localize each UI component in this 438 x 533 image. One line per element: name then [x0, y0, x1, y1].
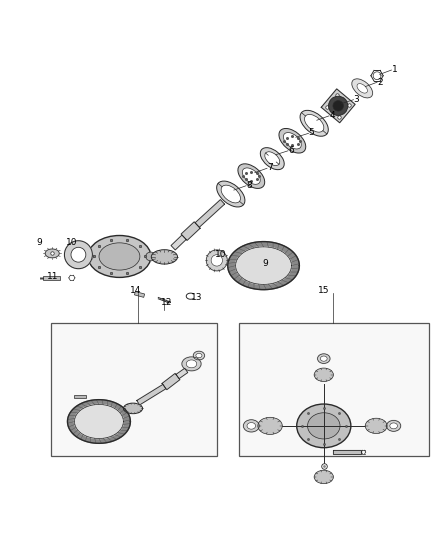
Ellipse shape	[390, 423, 397, 429]
Text: 12: 12	[161, 298, 172, 307]
Polygon shape	[206, 250, 227, 271]
Ellipse shape	[283, 133, 301, 149]
Text: 7: 7	[267, 163, 273, 172]
Polygon shape	[228, 241, 299, 289]
Text: 9: 9	[36, 238, 42, 247]
Polygon shape	[332, 450, 361, 454]
Ellipse shape	[300, 110, 328, 136]
Ellipse shape	[238, 164, 265, 189]
Polygon shape	[64, 241, 92, 269]
Text: 9: 9	[262, 259, 268, 268]
Polygon shape	[176, 368, 188, 378]
Bar	[134, 292, 145, 297]
Ellipse shape	[304, 115, 324, 132]
Ellipse shape	[258, 417, 283, 434]
Ellipse shape	[314, 368, 333, 382]
Ellipse shape	[307, 413, 340, 439]
Ellipse shape	[124, 403, 143, 414]
Ellipse shape	[321, 490, 327, 496]
Polygon shape	[45, 249, 59, 258]
Polygon shape	[236, 247, 291, 285]
Text: 3: 3	[353, 95, 360, 104]
Text: 5: 5	[309, 128, 314, 138]
Ellipse shape	[321, 356, 327, 361]
Ellipse shape	[217, 181, 245, 207]
Polygon shape	[321, 89, 355, 123]
Ellipse shape	[328, 96, 348, 116]
Text: 6: 6	[288, 146, 294, 155]
Ellipse shape	[242, 168, 260, 184]
Bar	[239, 323, 428, 456]
Text: 10: 10	[215, 250, 226, 259]
Polygon shape	[195, 200, 225, 227]
Ellipse shape	[365, 418, 387, 433]
Ellipse shape	[151, 249, 177, 264]
Ellipse shape	[333, 101, 343, 111]
Polygon shape	[137, 384, 166, 405]
Ellipse shape	[45, 249, 59, 258]
Polygon shape	[318, 354, 330, 364]
Ellipse shape	[314, 470, 333, 483]
Text: 4: 4	[330, 111, 336, 120]
Text: 11: 11	[47, 272, 59, 280]
Polygon shape	[67, 400, 131, 443]
Ellipse shape	[99, 243, 140, 270]
Ellipse shape	[186, 360, 197, 368]
Text: 1: 1	[392, 64, 398, 74]
Polygon shape	[244, 420, 259, 432]
Ellipse shape	[260, 148, 284, 169]
Polygon shape	[352, 79, 373, 98]
Ellipse shape	[211, 255, 223, 266]
Bar	[43, 276, 60, 280]
Polygon shape	[182, 357, 201, 371]
Polygon shape	[387, 421, 401, 431]
Ellipse shape	[247, 423, 256, 429]
Bar	[51, 323, 217, 456]
Polygon shape	[171, 235, 186, 250]
Bar	[74, 395, 86, 398]
Ellipse shape	[357, 84, 367, 93]
Ellipse shape	[146, 252, 156, 261]
Ellipse shape	[196, 353, 202, 358]
Ellipse shape	[71, 247, 86, 262]
Polygon shape	[193, 351, 205, 360]
Ellipse shape	[279, 128, 306, 153]
Text: 13: 13	[191, 294, 203, 302]
Ellipse shape	[83, 252, 93, 261]
Text: 15: 15	[318, 286, 329, 295]
Ellipse shape	[221, 185, 240, 203]
Ellipse shape	[265, 152, 280, 166]
Text: 10: 10	[66, 238, 78, 247]
Polygon shape	[74, 405, 124, 439]
Ellipse shape	[297, 404, 351, 448]
Text: 8: 8	[246, 181, 252, 190]
Polygon shape	[162, 374, 180, 390]
Text: 2: 2	[377, 78, 383, 87]
Polygon shape	[181, 222, 200, 240]
Ellipse shape	[88, 236, 151, 277]
Text: 14: 14	[131, 286, 142, 295]
Polygon shape	[318, 488, 330, 498]
